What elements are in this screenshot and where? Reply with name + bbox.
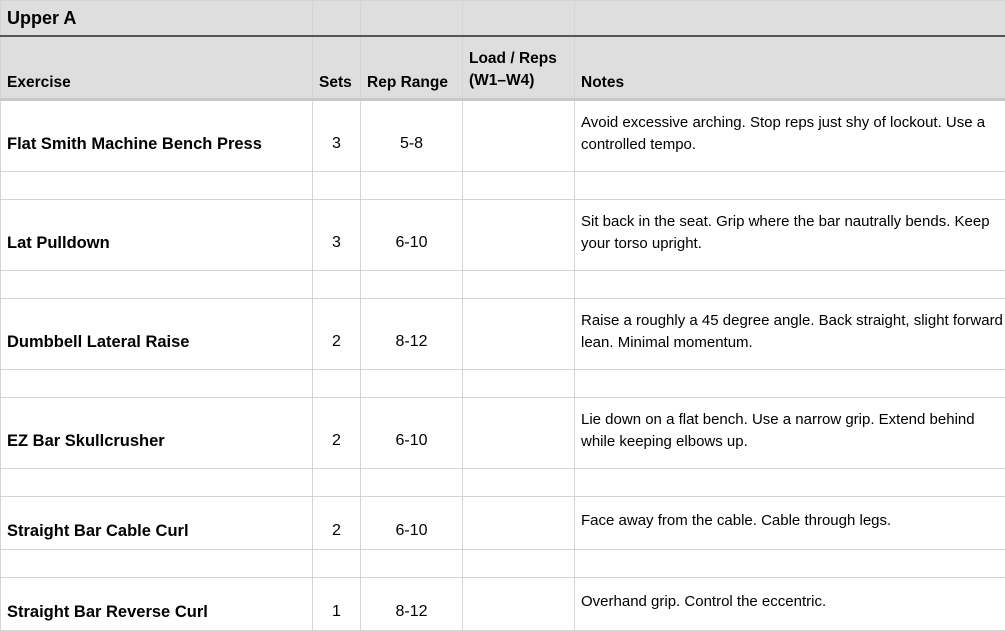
exercise-cell[interactable]: EZ Bar Skullcrusher: [1, 398, 313, 469]
notes-cell[interactable]: Raise a roughly a 45 degree angle. Back …: [575, 299, 1005, 370]
empty-cell[interactable]: [313, 550, 361, 578]
notes-cell[interactable]: Sit back in the seat. Grip where the bar…: [575, 200, 1005, 271]
exercise-cell[interactable]: Flat Smith Machine Bench Press: [1, 100, 313, 172]
cell[interactable]: [463, 1, 575, 37]
header-sets[interactable]: Sets: [313, 36, 361, 100]
rep-range-cell[interactable]: 8-12: [361, 578, 463, 631]
exercise-cell[interactable]: Straight Bar Reverse Curl: [1, 578, 313, 631]
notes-cell[interactable]: Lie down on a flat bench. Use a narrow g…: [575, 398, 1005, 469]
empty-cell[interactable]: [361, 469, 463, 497]
empty-cell[interactable]: [313, 370, 361, 398]
empty-cell[interactable]: [313, 469, 361, 497]
spacer-row: [1, 271, 1005, 299]
empty-cell[interactable]: [463, 550, 575, 578]
empty-cell[interactable]: [1, 370, 313, 398]
notes-cell[interactable]: Avoid excessive arching. Stop reps just …: [575, 100, 1005, 172]
load-cell[interactable]: [463, 578, 575, 631]
header-notes[interactable]: Notes: [575, 36, 1005, 100]
exercise-cell[interactable]: Dumbbell Lateral Raise: [1, 299, 313, 370]
empty-cell[interactable]: [575, 370, 1005, 398]
empty-cell[interactable]: [575, 469, 1005, 497]
sets-cell[interactable]: 3: [313, 100, 361, 172]
sets-cell[interactable]: 2: [313, 497, 361, 550]
sheet-title[interactable]: Upper A: [1, 1, 313, 37]
spacer-row: [1, 550, 1005, 578]
empty-cell[interactable]: [575, 172, 1005, 200]
sets-cell[interactable]: 3: [313, 200, 361, 271]
rep-range-cell[interactable]: 8-12: [361, 299, 463, 370]
load-cell[interactable]: [463, 200, 575, 271]
load-cell[interactable]: [463, 497, 575, 550]
load-cell[interactable]: [463, 299, 575, 370]
empty-cell[interactable]: [575, 271, 1005, 299]
empty-cell[interactable]: [1, 271, 313, 299]
empty-cell[interactable]: [1, 469, 313, 497]
rep-range-cell[interactable]: 5-8: [361, 100, 463, 172]
exercise-cell[interactable]: Straight Bar Cable Curl: [1, 497, 313, 550]
spacer-row: [1, 370, 1005, 398]
empty-cell[interactable]: [463, 370, 575, 398]
empty-cell[interactable]: [361, 271, 463, 299]
load-cell[interactable]: [463, 100, 575, 172]
empty-cell[interactable]: [361, 172, 463, 200]
empty-cell[interactable]: [1, 172, 313, 200]
empty-cell[interactable]: [575, 550, 1005, 578]
title-row: Upper A: [1, 1, 1005, 37]
notes-cell[interactable]: Face away from the cable. Cable through …: [575, 497, 1005, 550]
empty-cell[interactable]: [463, 172, 575, 200]
empty-cell[interactable]: [463, 271, 575, 299]
empty-cell[interactable]: [463, 469, 575, 497]
spacer-row: [1, 469, 1005, 497]
empty-cell[interactable]: [361, 550, 463, 578]
cell[interactable]: [575, 1, 1005, 37]
load-cell[interactable]: [463, 398, 575, 469]
sets-cell[interactable]: 2: [313, 299, 361, 370]
notes-cell[interactable]: Overhand grip. Control the eccentric.: [575, 578, 1005, 631]
empty-cell[interactable]: [361, 370, 463, 398]
empty-cell[interactable]: [1, 550, 313, 578]
header-rep-range[interactable]: Rep Range: [361, 36, 463, 100]
exercise-cell[interactable]: Lat Pulldown: [1, 200, 313, 271]
sets-cell[interactable]: 1: [313, 578, 361, 631]
empty-cell[interactable]: [313, 271, 361, 299]
header-load-reps[interactable]: Load / Reps (W1–W4): [463, 36, 575, 100]
empty-cell[interactable]: [313, 172, 361, 200]
header-exercise[interactable]: Exercise: [1, 36, 313, 100]
rep-range-cell[interactable]: 6-10: [361, 497, 463, 550]
sets-cell[interactable]: 2: [313, 398, 361, 469]
cell[interactable]: [361, 1, 463, 37]
header-row: Exercise Sets Rep Range Load / Reps (W1–…: [1, 36, 1005, 100]
rep-range-cell[interactable]: 6-10: [361, 398, 463, 469]
spacer-row: [1, 172, 1005, 200]
cell[interactable]: [313, 1, 361, 37]
rep-range-cell[interactable]: 6-10: [361, 200, 463, 271]
